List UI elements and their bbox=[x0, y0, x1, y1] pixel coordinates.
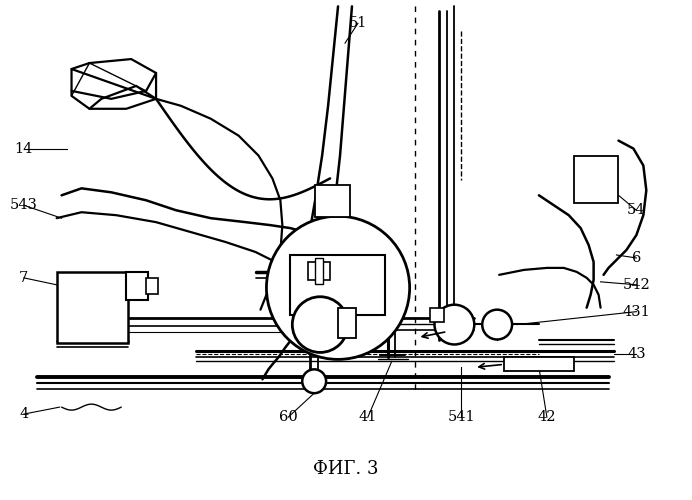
Text: 54: 54 bbox=[627, 203, 646, 217]
Bar bbox=[315, 186, 350, 217]
Bar bbox=[308, 262, 330, 280]
Text: 43: 43 bbox=[627, 348, 646, 362]
Text: 543: 543 bbox=[10, 198, 38, 212]
Bar bbox=[338, 308, 356, 338]
Circle shape bbox=[266, 216, 410, 360]
Circle shape bbox=[435, 304, 474, 344]
Text: 542: 542 bbox=[623, 278, 650, 292]
Text: 41: 41 bbox=[358, 410, 377, 424]
Text: 60: 60 bbox=[279, 410, 298, 424]
Bar bbox=[504, 358, 574, 372]
Text: 541: 541 bbox=[448, 410, 475, 424]
Text: 6: 6 bbox=[632, 251, 641, 265]
Bar bbox=[126, 272, 148, 299]
Bar bbox=[430, 308, 444, 322]
Bar bbox=[315, 258, 323, 284]
Circle shape bbox=[482, 310, 512, 340]
Circle shape bbox=[302, 370, 326, 393]
Text: 14: 14 bbox=[15, 142, 33, 156]
Text: 51: 51 bbox=[349, 16, 367, 30]
Bar bbox=[57, 272, 128, 344]
Text: 42: 42 bbox=[538, 410, 556, 424]
Bar bbox=[574, 156, 619, 204]
Text: 431: 431 bbox=[623, 304, 650, 318]
Bar bbox=[146, 278, 158, 294]
Text: 7: 7 bbox=[19, 271, 28, 285]
Bar bbox=[291, 255, 385, 314]
Text: 4: 4 bbox=[19, 407, 28, 421]
Text: ФИГ. 3: ФИГ. 3 bbox=[313, 460, 379, 478]
Circle shape bbox=[292, 296, 348, 352]
